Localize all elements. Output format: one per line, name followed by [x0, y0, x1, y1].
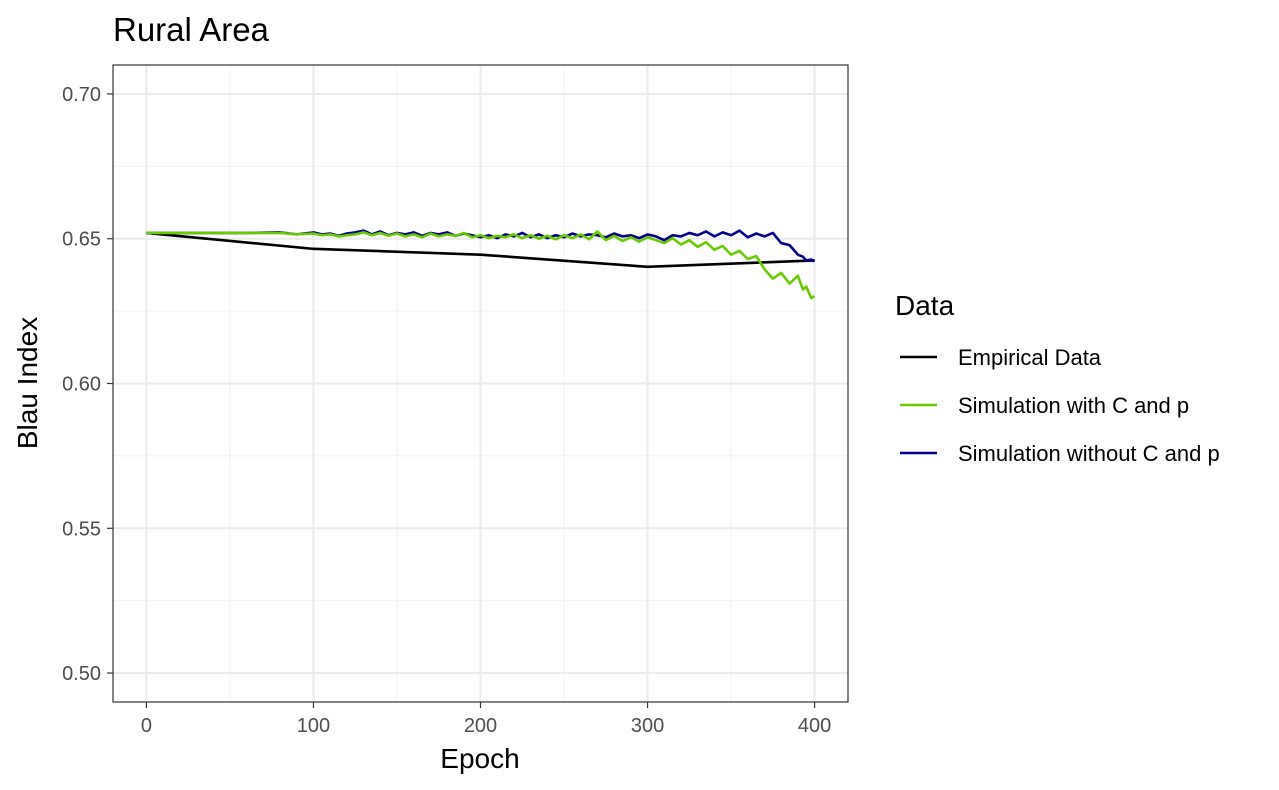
series-lines — [146, 229, 816, 300]
x-tick-label: 100 — [297, 715, 330, 737]
y-tick-label: 0.70 — [62, 84, 101, 106]
series-line-simulation-with-c-and-p — [146, 230, 816, 300]
grid-lines — [113, 65, 848, 702]
legend-label: Simulation without C and p — [958, 441, 1220, 466]
legend-title: Data — [895, 290, 955, 321]
x-axis: 0 100 200 300 400 — [141, 702, 831, 737]
series-line-empirical-data — [146, 231, 815, 269]
x-tick-label: 400 — [798, 715, 831, 737]
chart-title: Rural Area — [113, 11, 270, 48]
y-tick-label: 0.55 — [62, 518, 101, 540]
x-axis-title: Epoch — [440, 743, 519, 774]
legend: Data Empirical Data Simulation with C and… — [895, 290, 1220, 466]
y-tick-label: 0.60 — [62, 374, 101, 396]
y-axis-title: Blau Index — [12, 317, 43, 449]
x-tick-label: 0 — [141, 715, 152, 737]
legend-item: Empirical Data — [900, 345, 1102, 370]
legend-label: Simulation with C and p — [958, 393, 1189, 418]
y-tick-label: 0.50 — [62, 663, 101, 685]
series-line-simulation-without-c-and-p — [146, 229, 816, 263]
legend-item: Simulation without C and p — [900, 441, 1220, 466]
legend-item: Simulation with C and p — [900, 393, 1189, 418]
y-axis: 0.50 0.55 0.60 0.65 0.70 — [62, 84, 113, 685]
legend-label: Empirical Data — [958, 345, 1102, 370]
x-tick-label: 200 — [464, 715, 497, 737]
x-tick-label: 300 — [631, 715, 664, 737]
y-tick-label: 0.65 — [62, 229, 101, 251]
